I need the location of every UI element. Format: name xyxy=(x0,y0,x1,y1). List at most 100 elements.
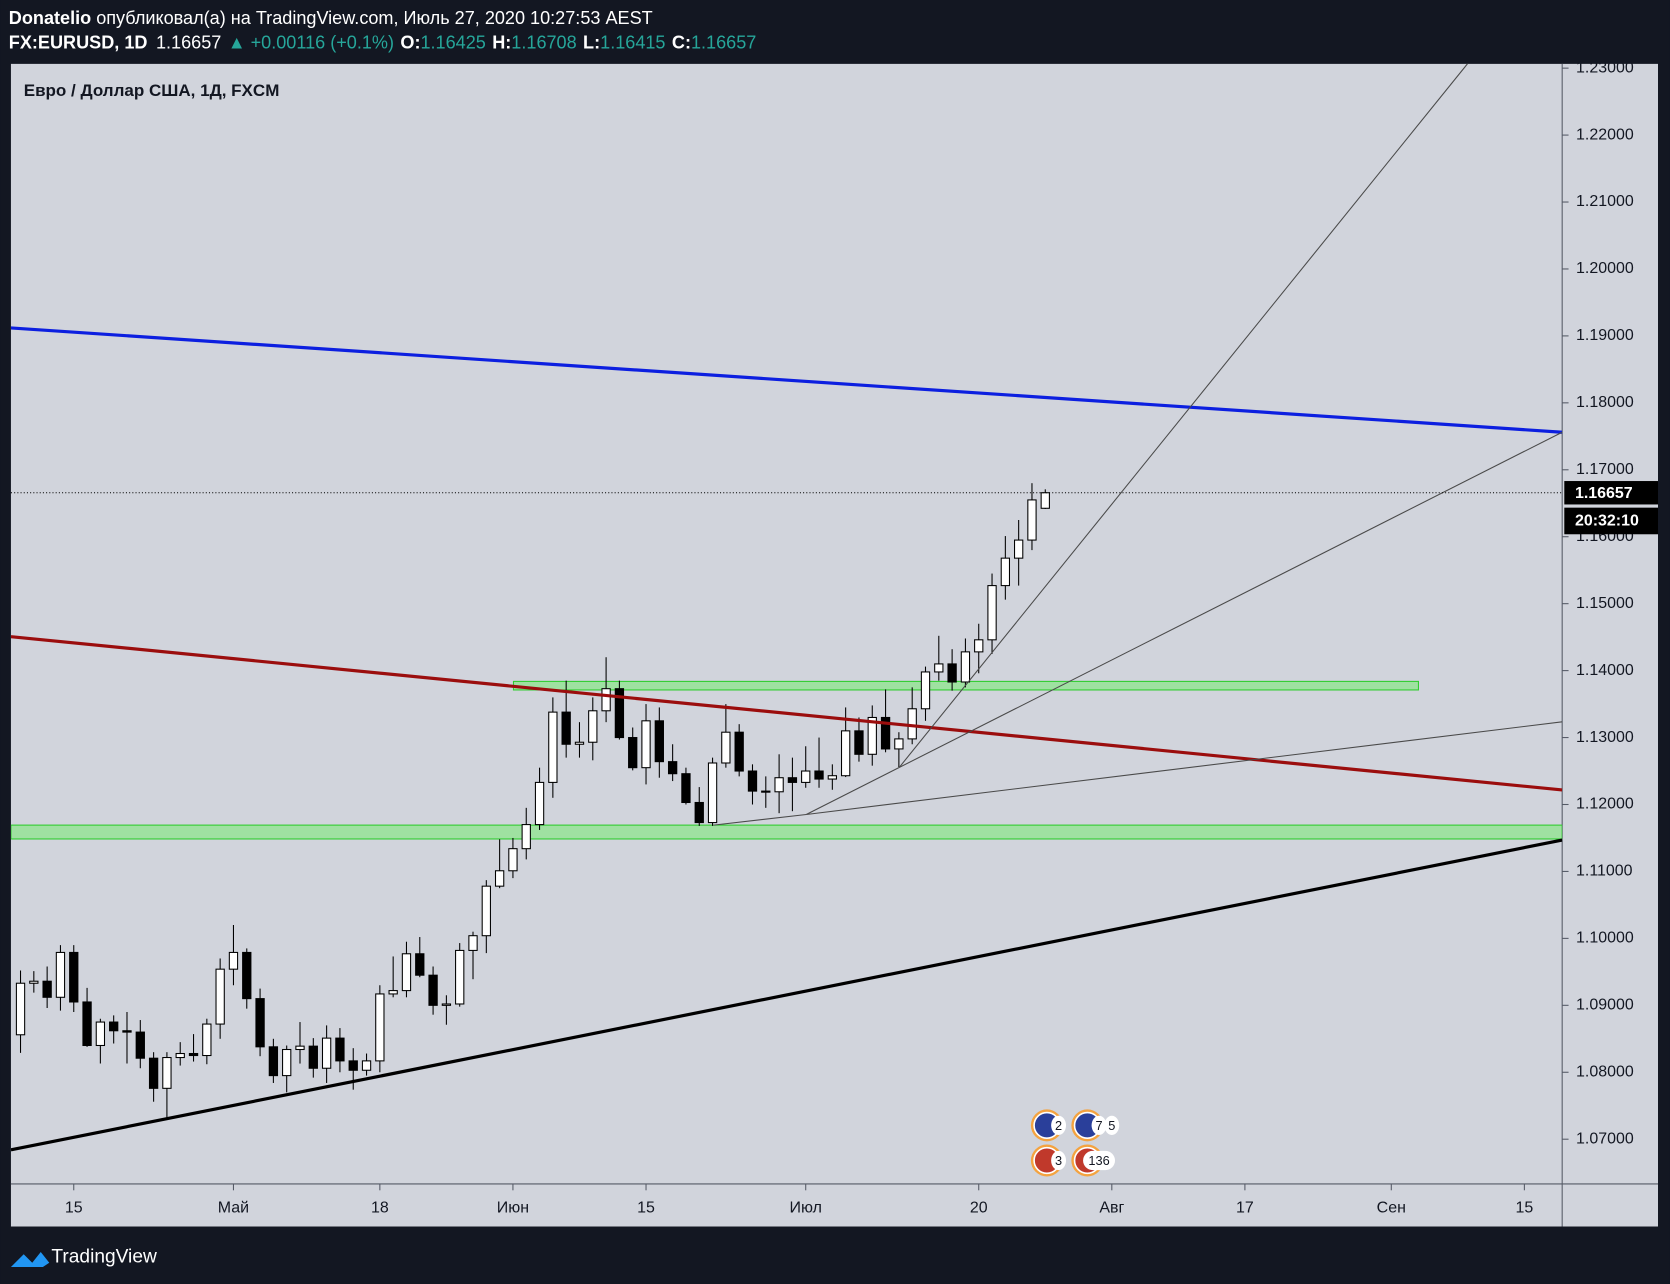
candle-body xyxy=(920,671,931,710)
y-tick-label: 1.21000 xyxy=(1576,193,1634,210)
candle-body xyxy=(15,982,26,1036)
symbol: FX:EURUSD, 1D xyxy=(9,32,148,52)
candle-body xyxy=(468,935,478,951)
y-tick-label: 1.09000 xyxy=(1576,997,1634,1014)
candle-body xyxy=(521,824,531,850)
x-tick-label: Июл xyxy=(790,1200,822,1217)
candle-body xyxy=(295,1045,305,1051)
x-tick-label: Май xyxy=(218,1200,249,1217)
x-tick-label: Сен xyxy=(1377,1200,1406,1217)
candle-body xyxy=(135,1031,145,1059)
trend-line xyxy=(10,635,1563,792)
y-tick-label: 1.15000 xyxy=(1576,595,1634,612)
candle-body xyxy=(894,738,904,750)
x-tick-label: Июн xyxy=(497,1200,529,1217)
candle-body xyxy=(947,663,957,683)
trend-line xyxy=(806,721,1563,815)
candle-body xyxy=(548,711,558,783)
candle-body xyxy=(667,761,678,775)
candle-body xyxy=(814,770,824,780)
candle-body xyxy=(561,711,571,745)
last-price: 1.16657 xyxy=(156,32,221,52)
close-value: 1.16657 xyxy=(691,32,756,52)
candle-body xyxy=(82,1001,92,1047)
candle-body xyxy=(375,993,385,1062)
candle-body xyxy=(202,1023,212,1057)
candle-body xyxy=(880,716,891,750)
x-tick-label: 18 xyxy=(371,1200,389,1217)
candle-body xyxy=(428,974,438,1006)
x-tick-label: 15 xyxy=(1515,1200,1533,1217)
close-label: C: xyxy=(672,32,691,52)
candle-body xyxy=(854,730,864,755)
candle-body xyxy=(747,770,758,792)
event-count: 136 xyxy=(1088,1153,1109,1168)
candle-body xyxy=(175,1052,185,1059)
candle-body xyxy=(761,790,771,793)
x-tick-label: 20 xyxy=(970,1200,988,1217)
publish-line: Donatelio опубликовал(а) на TradingView.… xyxy=(9,8,653,28)
candle-body xyxy=(215,968,225,1025)
y-tick-label: 1.23000 xyxy=(1576,59,1634,76)
author: Donatelio xyxy=(9,8,91,28)
candle-body xyxy=(508,848,518,872)
candle-body xyxy=(694,801,704,824)
trend-line xyxy=(713,813,807,826)
event-badge xyxy=(1091,1115,1107,1135)
candle-body xyxy=(455,949,465,1005)
low-label: L: xyxy=(583,32,600,52)
candle-body xyxy=(282,1048,292,1077)
x-tick-label: 15 xyxy=(637,1200,655,1217)
candle-body xyxy=(734,731,744,772)
candle-body xyxy=(774,777,784,793)
candle-body xyxy=(588,710,598,743)
candle-body xyxy=(42,980,52,998)
candle-body xyxy=(707,762,718,824)
event-badge xyxy=(1051,1115,1067,1135)
logo-icon xyxy=(10,1252,50,1267)
candle-body xyxy=(95,1021,106,1047)
y-tick-label: 1.22000 xyxy=(1576,126,1634,143)
y-tick-label: 1.12000 xyxy=(1576,796,1634,813)
candle-body xyxy=(1000,557,1011,587)
candle-body xyxy=(481,885,491,937)
candle-body xyxy=(1027,499,1037,541)
candle-body xyxy=(361,1060,372,1071)
candle-body xyxy=(907,708,917,740)
candle-body xyxy=(574,741,585,745)
candle-body xyxy=(29,980,39,984)
last-price-label: 1.16657 xyxy=(1575,485,1633,502)
candle-body xyxy=(162,1057,172,1089)
candle-body xyxy=(628,737,638,769)
chart-title: Евро / Доллар США, 1Д, FXCM xyxy=(24,81,280,100)
event-badge xyxy=(1083,1150,1116,1171)
event-icon: 136 xyxy=(1071,1144,1116,1177)
y-tick-label: 1.20000 xyxy=(1576,260,1634,277)
event-count: 7 xyxy=(1095,1118,1102,1133)
candle-body xyxy=(268,1046,279,1077)
trend-line xyxy=(10,326,1563,434)
candle-body xyxy=(321,1037,332,1069)
footer-logo: TradingView xyxy=(10,1246,157,1267)
open-label: O: xyxy=(400,32,420,52)
footer-brand: TradingView xyxy=(51,1246,157,1267)
trend-line xyxy=(899,63,1468,767)
candle-body xyxy=(840,730,851,777)
candle-body xyxy=(401,953,412,992)
y-tick-label: 1.17000 xyxy=(1576,461,1634,478)
candle-body xyxy=(974,639,984,653)
candle-body xyxy=(148,1057,159,1089)
candle-body xyxy=(415,953,425,976)
high-value: 1.16708 xyxy=(511,32,576,52)
y-tick-label: 1.11000 xyxy=(1576,863,1633,880)
candle-body xyxy=(441,1003,452,1006)
candle-body xyxy=(641,720,651,769)
event-count: 5 xyxy=(1108,1118,1115,1133)
candle-body xyxy=(827,775,837,780)
y-tick-label: 1.19000 xyxy=(1576,327,1634,344)
candle-body xyxy=(69,951,79,1003)
high-label: H: xyxy=(492,32,511,52)
candle-body xyxy=(255,998,265,1048)
